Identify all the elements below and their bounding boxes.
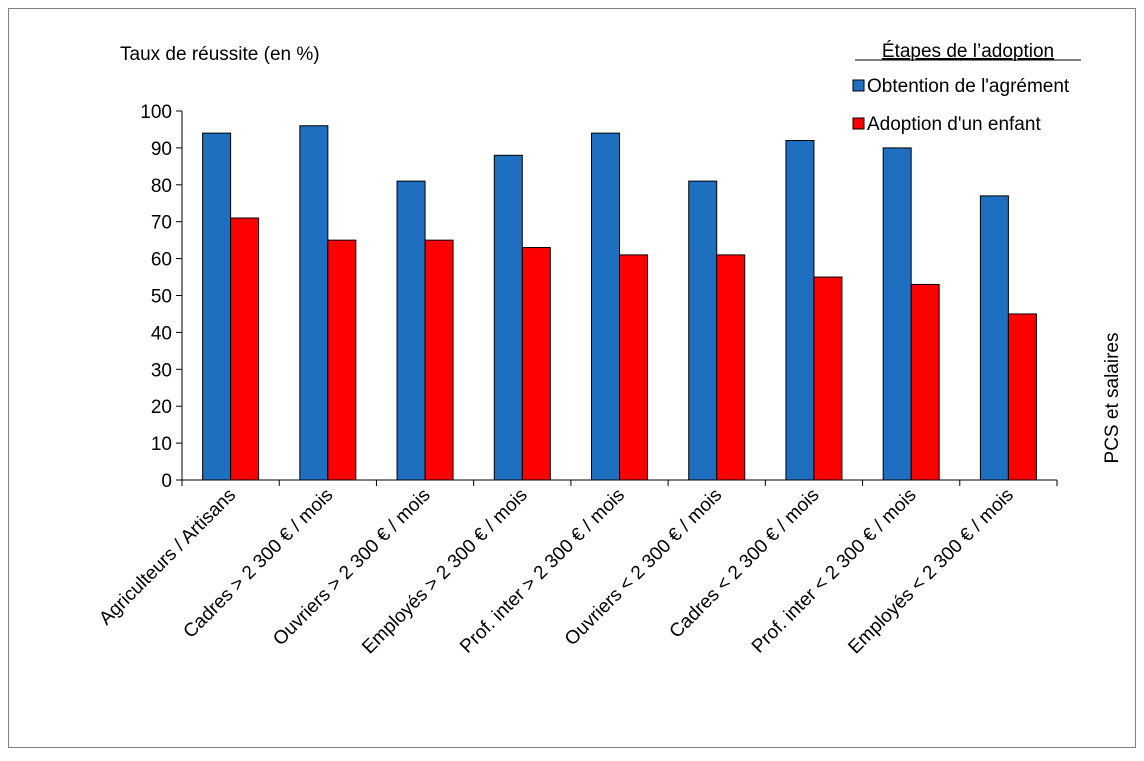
bar-agrement-4 xyxy=(592,133,620,480)
bar-adoption-7 xyxy=(911,284,939,480)
y-tick-label-5: 50 xyxy=(151,287,172,308)
bar-agrement-3 xyxy=(494,155,522,480)
bar-adoption-4 xyxy=(620,255,648,480)
bar-adoption-2 xyxy=(425,240,453,480)
bar-agrement-8 xyxy=(980,196,1008,480)
bar-agrement-7 xyxy=(883,148,911,480)
y-tick-label-0: 0 xyxy=(161,471,172,492)
y-axis-title: Taux de réussite (en %) xyxy=(120,44,320,65)
bar-agrement-2 xyxy=(397,181,425,480)
y-tick-label-6: 60 xyxy=(151,250,172,271)
legend-swatch-agrement xyxy=(853,80,864,91)
bar-agrement-6 xyxy=(786,141,814,480)
bar-agrement-5 xyxy=(689,181,717,480)
bar-adoption-8 xyxy=(1008,314,1036,480)
legend-swatch-adoption xyxy=(853,118,864,129)
bar-agrement-0 xyxy=(203,133,231,480)
bar-agrement-1 xyxy=(300,126,328,480)
y-tick-label-3: 30 xyxy=(151,360,172,381)
bar-adoption-1 xyxy=(328,240,356,480)
y-tick-label-7: 70 xyxy=(151,213,172,234)
y-tick-label-8: 80 xyxy=(151,176,172,197)
legend-label-agrement: Obtention de l'agrément xyxy=(867,76,1070,97)
legend-title: Étapes de l’adoption xyxy=(882,41,1054,62)
y-tick-label-9: 90 xyxy=(151,139,172,160)
y-tick-label-2: 20 xyxy=(151,397,172,418)
y-tick-label-10: 100 xyxy=(140,102,172,123)
y-tick-label-1: 10 xyxy=(151,434,172,455)
y-tick-label-4: 40 xyxy=(151,323,172,344)
bar-adoption-6 xyxy=(814,277,842,480)
x-axis-title: PCS et salaires xyxy=(1102,333,1123,464)
legend-label-adoption: Adoption d'un enfant xyxy=(867,114,1041,135)
bar-adoption-3 xyxy=(522,248,550,480)
bar-adoption-0 xyxy=(231,218,259,480)
bar-adoption-5 xyxy=(717,255,745,480)
